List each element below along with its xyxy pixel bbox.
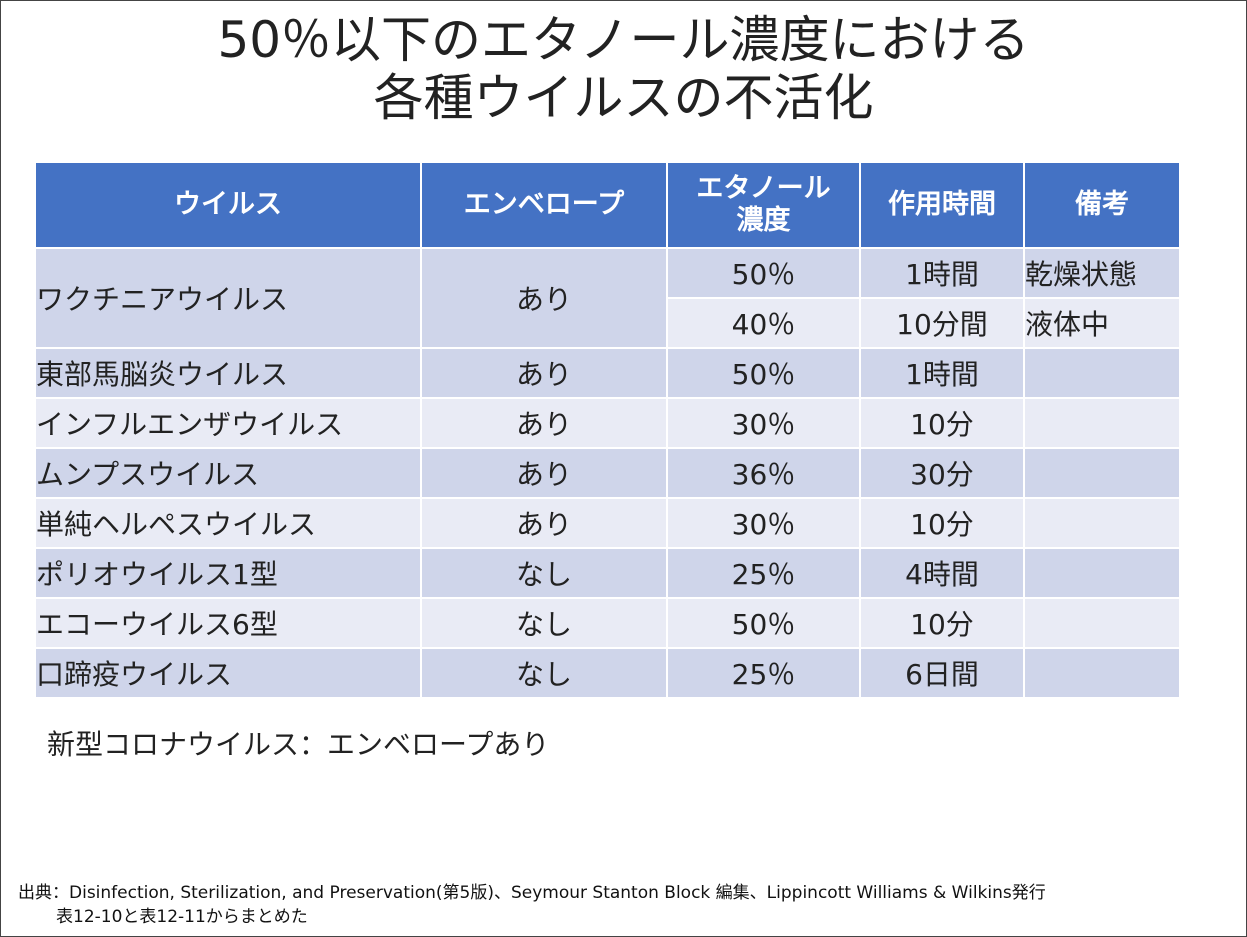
table-row: 東部馬脳炎ウイルス あり 50％ 1時間: [34, 347, 1181, 399]
source-line-2: 表12-10と表12-11からまとめた: [56, 907, 308, 927]
virus-name-cell: インフルエンザウイルス: [34, 397, 422, 449]
envelope-cell: あり: [420, 497, 668, 549]
header-ethanol-concentration: エタノール 濃度: [666, 161, 861, 249]
time-cell: 4時間: [859, 547, 1025, 599]
concentration-cell: 40％: [666, 297, 861, 349]
concentration-cell: 50％: [666, 247, 861, 299]
concentration-cell: 30％: [666, 397, 861, 449]
virus-name-cell: ムンプスウイルス: [34, 447, 422, 499]
virus-inactivation-table: ウイルス エンベロープ エタノール 濃度 作用時間 備考 ワクチニアウイルス あ…: [34, 161, 1181, 699]
table-row: ムンプスウイルス あり 36％ 30分: [34, 447, 1181, 499]
note-cell: [1023, 547, 1181, 599]
time-cell: 1時間: [859, 347, 1025, 399]
header-ethanol-line-2: 濃度: [736, 205, 791, 236]
virus-name-cell: エコーウイルス6型: [34, 597, 422, 649]
concentration-cell: 25％: [666, 647, 861, 699]
virus-name-cell: ポリオウイルス1型: [34, 547, 422, 599]
envelope-cell: あり: [420, 447, 668, 499]
time-cell: 30分: [859, 447, 1025, 499]
note-cell: 乾燥状態: [1023, 247, 1181, 299]
table-row: インフルエンザウイルス あり 30％ 10分: [34, 397, 1181, 449]
header-ethanol-line-1: エタノール: [696, 173, 831, 204]
header-note: 備考: [1023, 161, 1181, 249]
table-row: 単純ヘルペスウイルス あり 30％ 10分: [34, 497, 1181, 549]
time-cell: 10分: [859, 597, 1025, 649]
time-cell: 1時間: [859, 247, 1025, 299]
note-cell: [1023, 447, 1181, 499]
concentration-cell: 30％: [666, 497, 861, 549]
table-row: ポリオウイルス1型 なし 25％ 4時間: [34, 547, 1181, 599]
envelope-cell: あり: [420, 397, 668, 449]
note-cell: 液体中: [1023, 297, 1181, 349]
virus-name-cell: 単純ヘルペスウイルス: [34, 497, 422, 549]
source-citation: 出典：Disinfection, Sterilization, and Pres…: [18, 881, 1046, 929]
concentration-cell: 50％: [666, 347, 861, 399]
note-cell: [1023, 497, 1181, 549]
slide-title: 50％以下のエタノール濃度における 各種ウイルスの不活化: [1, 11, 1246, 127]
time-cell: 6日間: [859, 647, 1025, 699]
corona-note: 新型コロナウイルス：エンベロープあり: [47, 728, 550, 761]
envelope-cell: あり: [420, 247, 668, 349]
source-line-1: 出典：Disinfection, Sterilization, and Pres…: [18, 883, 1046, 903]
concentration-cell: 36％: [666, 447, 861, 499]
title-line-2: 各種ウイルスの不活化: [373, 69, 874, 127]
envelope-cell: なし: [420, 597, 668, 649]
note-cell: [1023, 347, 1181, 399]
time-cell: 10分間: [859, 297, 1025, 349]
header-envelope: エンベロープ: [420, 161, 668, 249]
note-cell: [1023, 647, 1181, 699]
concentration-cell: 50％: [666, 597, 861, 649]
virus-name-cell: 東部馬脳炎ウイルス: [34, 347, 422, 399]
title-line-1: 50％以下のエタノール濃度における: [217, 11, 1030, 69]
header-virus: ウイルス: [34, 161, 422, 249]
virus-name-cell: ワクチニアウイルス: [34, 247, 422, 349]
table-header-row: ウイルス エンベロープ エタノール 濃度 作用時間 備考: [34, 161, 1181, 249]
time-cell: 10分: [859, 497, 1025, 549]
note-cell: [1023, 597, 1181, 649]
table-row: 40％ 10分間 液体中: [35, 297, 1181, 349]
concentration-cell: 25％: [666, 547, 861, 599]
table-row: ワクチニアウイルス あり 50％ 1時間 乾燥状態: [34, 247, 1181, 349]
time-cell: 10分: [859, 397, 1025, 449]
envelope-cell: あり: [420, 347, 668, 399]
envelope-cell: なし: [420, 647, 668, 699]
virus-name-cell: 口蹄疫ウイルス: [34, 647, 422, 699]
envelope-cell: なし: [420, 547, 668, 599]
table-row: エコーウイルス6型 なし 50％ 10分: [34, 597, 1181, 649]
header-time: 作用時間: [859, 161, 1025, 249]
table-row: 口蹄疫ウイルス なし 25％ 6日間: [34, 647, 1181, 699]
note-cell: [1023, 397, 1181, 449]
